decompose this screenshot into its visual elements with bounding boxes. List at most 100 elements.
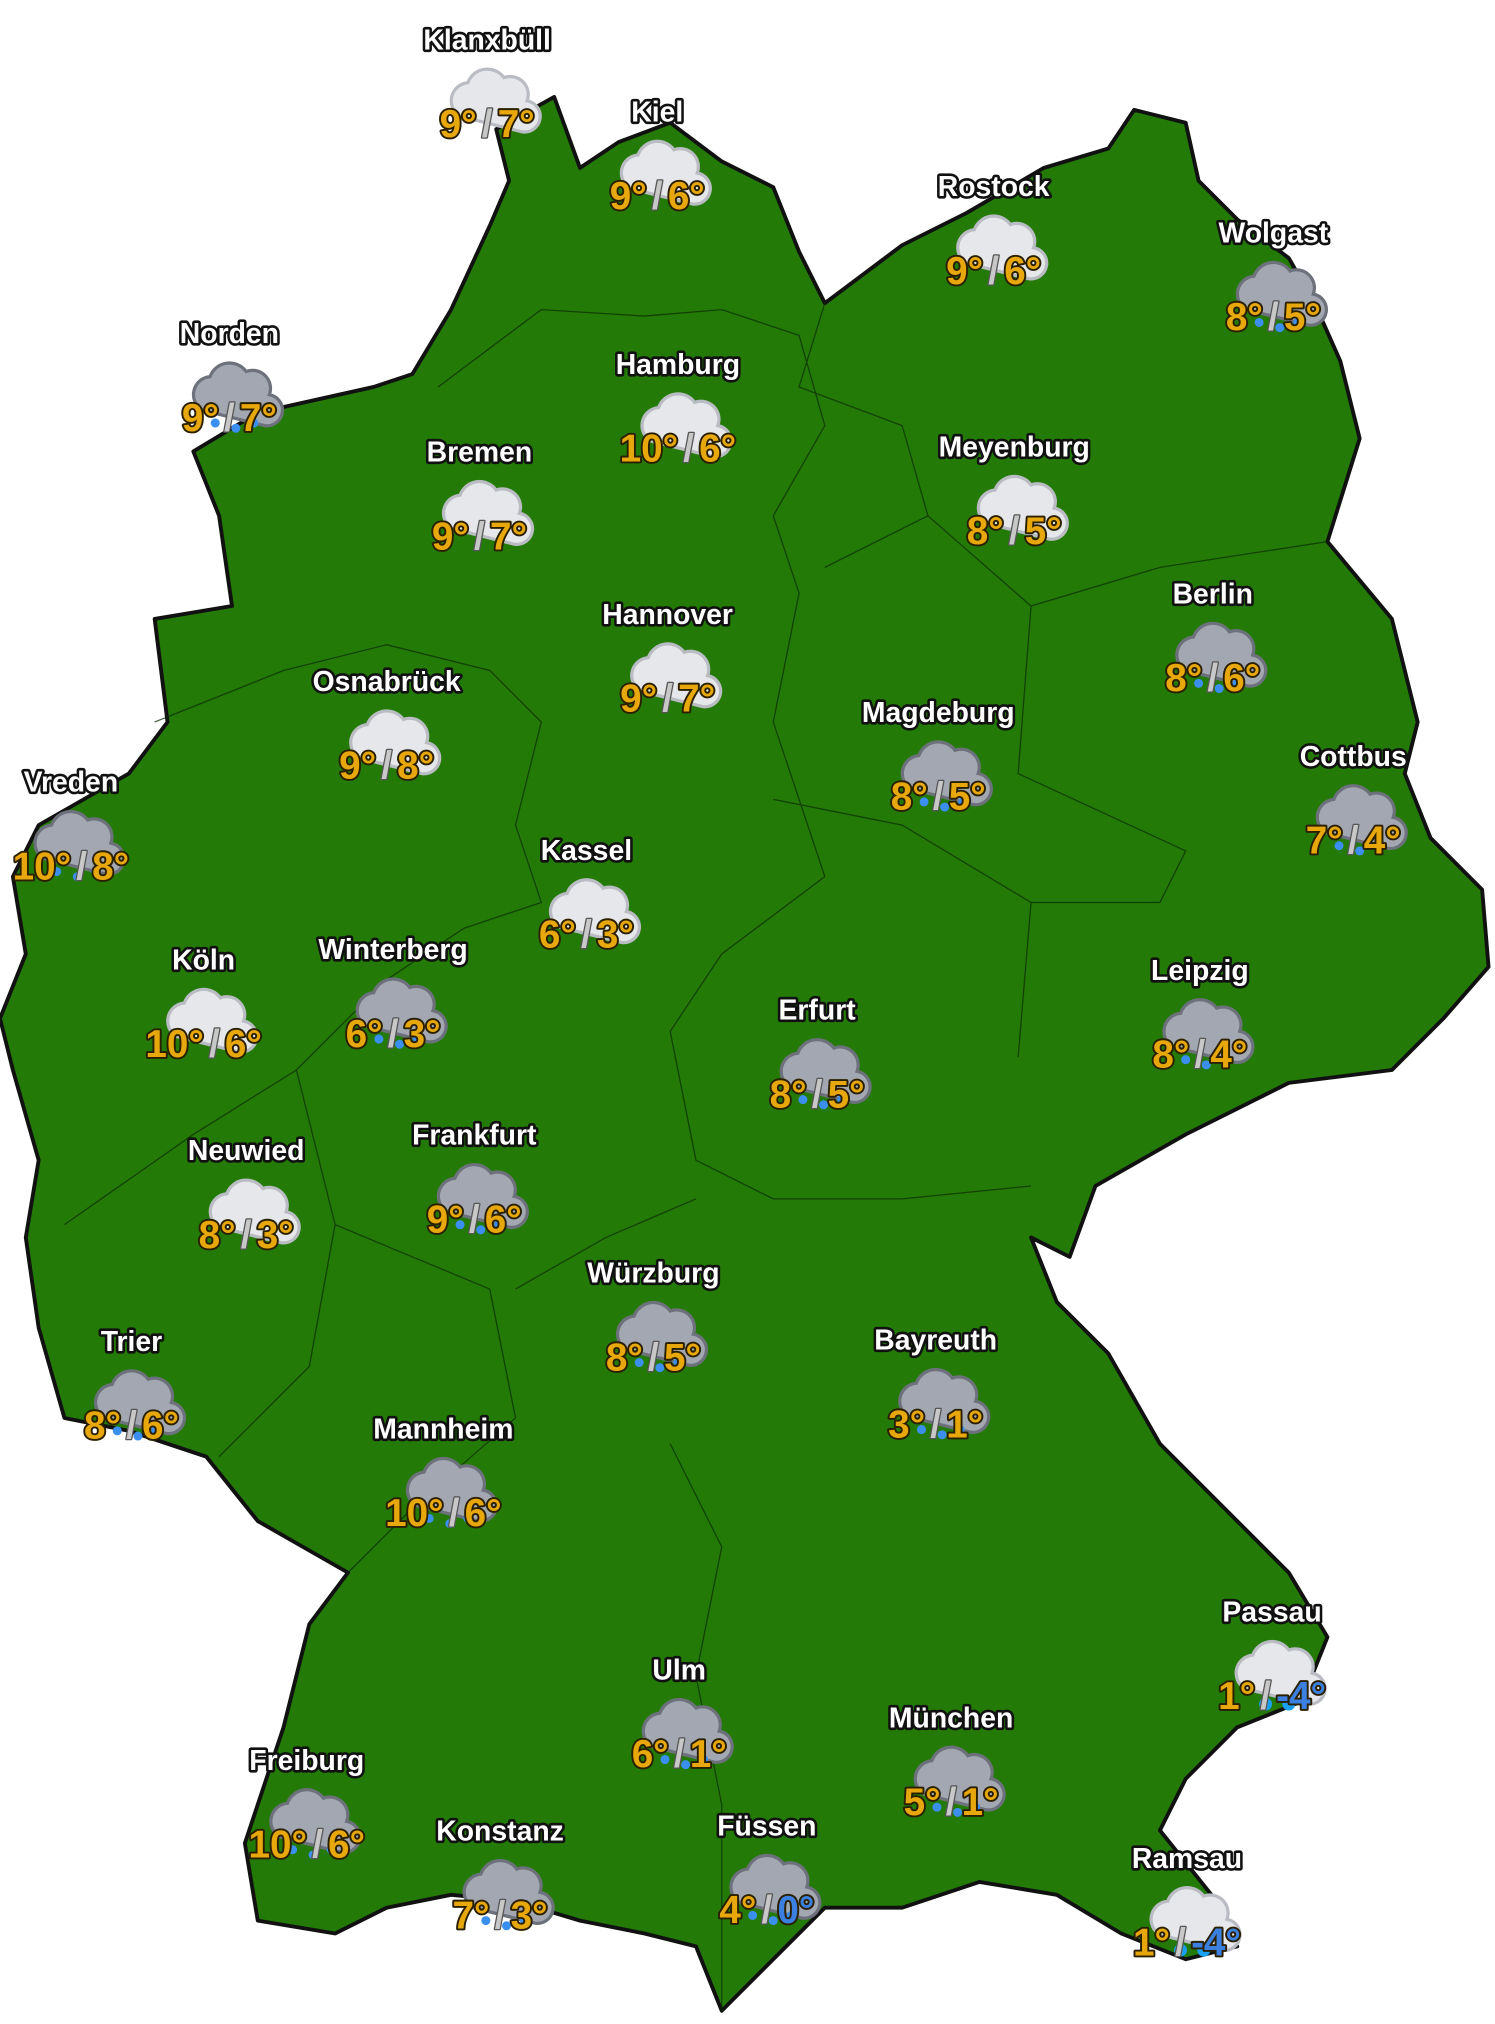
high-temp: 9° (432, 515, 469, 558)
city-name: Leipzig (1151, 955, 1249, 987)
city-marker: Würzburg 8°/5° (585, 1255, 722, 1381)
temperature-range: 6°/3° (539, 914, 634, 957)
high-temp: 6° (346, 1013, 383, 1056)
temperature-range: 9°/6° (946, 250, 1041, 293)
rain-cloud-icon (462, 1858, 555, 1931)
rain-cloud-icon (1235, 260, 1328, 333)
city-marker: Hannover 9°/7° (600, 596, 736, 722)
city-name: Osnabrück (313, 666, 461, 698)
city-marker: Wolgast 8°/5° (1216, 215, 1331, 341)
temperature-range: 1° / -4° (1218, 1675, 1326, 1718)
high-temp: 10° (145, 1023, 203, 1066)
city-marker: Füssen 4°/0° (715, 1808, 822, 1934)
temp-separator: / (812, 1073, 823, 1116)
city-name: Frankfurt (412, 1120, 537, 1152)
high-temp: 9° (339, 745, 376, 788)
high-temp: 6° (539, 914, 576, 957)
rain-cloud-icon (33, 809, 126, 882)
cloud-icon (976, 474, 1069, 541)
temp-separator: / (449, 1492, 460, 1535)
temp-separator: / (648, 1336, 659, 1379)
rain-cloud-icon (93, 1369, 187, 1441)
temp-separator: / (209, 1023, 220, 1066)
low-temp: 3° (257, 1214, 294, 1257)
city-marker: Freiburg 10°/6° (247, 1742, 367, 1868)
temp-separator: / (1268, 296, 1279, 339)
cloud-icon (449, 67, 542, 134)
high-temp: 10° (248, 1823, 306, 1866)
temp-separator: / (1009, 510, 1020, 553)
snow-cloud-icon (1234, 1639, 1327, 1711)
low-temp: 7° (240, 397, 277, 440)
cloud-icon (619, 139, 712, 206)
rain-cloud-icon (641, 1697, 734, 1770)
temp-separator: / (126, 1405, 137, 1448)
temperature-range: 9°/8° (339, 745, 434, 788)
city-name: Kassel (541, 835, 632, 867)
city-name: Köln (172, 944, 235, 976)
low-temp: 6° (1004, 250, 1041, 293)
city-marker: Bremen 9°/7° (424, 434, 535, 560)
cloud-icon (548, 878, 642, 945)
city-name: Hannover (602, 599, 733, 631)
high-temp: 4° (719, 1889, 756, 1932)
state-borders (64, 302, 1328, 2011)
temp-separator: / (1194, 1033, 1205, 1076)
temp-separator: / (761, 1889, 772, 1932)
low-temp: 6° (142, 1405, 179, 1448)
low-temp: 3° (511, 1894, 548, 1937)
temperature-range: 10°/6° (145, 1023, 261, 1066)
city-marker: Mannheim 10°/6° (371, 1411, 516, 1537)
temp-separator: / (674, 1733, 685, 1776)
city-marker: Winterberg 6°/3° (316, 932, 471, 1058)
temp-separator: / (933, 776, 944, 819)
city-name: Passau (1222, 1597, 1321, 1629)
high-temp: 9° (946, 250, 983, 293)
temp-separator: / (312, 1823, 323, 1866)
low-temp: 7° (678, 678, 715, 721)
temp-separator: / (683, 428, 694, 471)
temp-separator: / (76, 845, 87, 888)
low-temp: 6° (328, 1823, 365, 1866)
high-temp: 8° (606, 1336, 643, 1379)
city-name: Vreden (24, 767, 119, 799)
city-marker: Osnabrück 9°/8° (310, 664, 463, 790)
cloud-icon (441, 479, 535, 546)
city-name: München (889, 1702, 1013, 1734)
temperature-range: 8°/5° (770, 1073, 865, 1116)
cloud-icon (630, 642, 723, 709)
high-temp: 1° (1218, 1675, 1255, 1718)
city-name: Erfurt (779, 995, 857, 1027)
city-name: Ramsau (1132, 1843, 1242, 1875)
rain-cloud-icon (779, 1037, 872, 1110)
rain-cloud-icon (405, 1456, 498, 1529)
low-temp: 3° (404, 1013, 441, 1056)
low-temp: 6° (668, 175, 705, 218)
low-temp: 1° (962, 1781, 999, 1824)
city-name: Freiburg (249, 1745, 364, 1777)
temp-separator: / (241, 1214, 252, 1257)
low-temp: 8° (92, 845, 129, 888)
city-marker: Erfurt 8°/5° (768, 992, 872, 1118)
low-temp: 5° (1284, 296, 1321, 339)
temp-separator: / (224, 397, 235, 440)
city-name: Konstanz (436, 1816, 564, 1848)
germany-land-area (0, 95, 1491, 2013)
high-temp: 8° (1152, 1033, 1189, 1076)
temp-separator: / (930, 1403, 941, 1446)
high-temp: 9° (427, 1198, 464, 1241)
temperature-range: 9°/6° (427, 1198, 522, 1241)
temperature-range: 3°/1° (888, 1403, 983, 1446)
rain-cloud-icon (898, 1367, 991, 1440)
city-marker: Neuwied 8°/3° (185, 1133, 307, 1259)
low-temp: -4° (1276, 1675, 1326, 1718)
temperature-range: 1° / -4° (1133, 1921, 1241, 1964)
low-temp: 5° (1025, 510, 1062, 553)
temp-separator: / (469, 1198, 480, 1241)
city-marker: Trier 8°/6° (82, 1323, 187, 1450)
temperature-range: 10°/8° (13, 845, 129, 888)
temperature-range: 10°/6° (248, 1823, 364, 1866)
city-name: Cottbus (1300, 741, 1407, 773)
temperature-range: 6°/1° (632, 1733, 727, 1776)
cloud-icon (640, 392, 733, 459)
